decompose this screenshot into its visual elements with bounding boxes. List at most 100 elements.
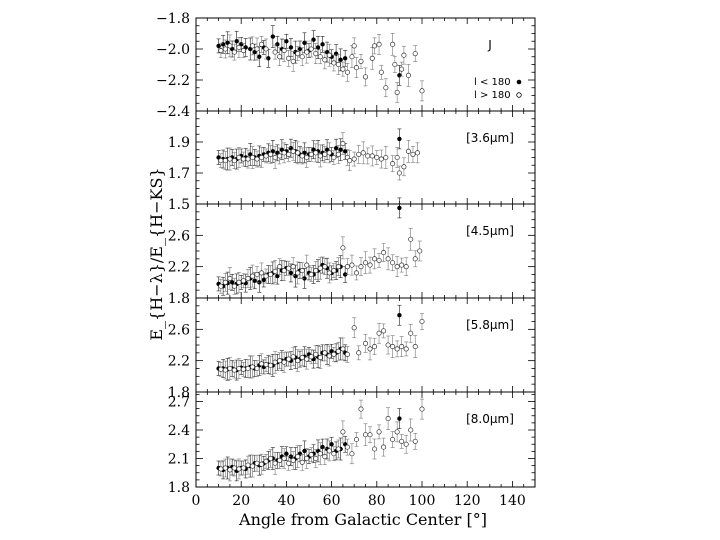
data-point-open: [308, 452, 314, 458]
data-point-open: [378, 156, 384, 162]
data-point-filled: [288, 270, 294, 276]
data-point-open: [272, 49, 278, 55]
data-point-open: [362, 340, 369, 346]
data-point-open: [331, 268, 337, 274]
data-point-open: [414, 150, 421, 156]
data-point-open: [360, 150, 366, 156]
data-point-open: [412, 344, 418, 350]
data-point-open: [263, 153, 269, 159]
data-point-open: [295, 150, 301, 156]
data-point-open: [410, 151, 416, 157]
data-point-open: [335, 348, 341, 354]
data-point-open: [313, 150, 319, 156]
data-point-open: [254, 365, 260, 372]
data-point-open: [272, 359, 278, 365]
data-point-open: [249, 43, 256, 49]
data-point-open: [390, 344, 396, 350]
data-point-open: [381, 328, 387, 334]
data-point-open: [399, 66, 405, 72]
y-axis-title: E_{H−λ}/E_{H−KS}: [147, 167, 166, 340]
data-point-open: [403, 346, 409, 352]
data-point-open: [367, 262, 373, 268]
data-point-open: [349, 262, 355, 268]
data-point-open: [390, 41, 396, 47]
data-point-open: [299, 459, 305, 465]
data-point-open: [304, 356, 310, 362]
panel-label: [3.6μm]: [466, 131, 514, 145]
data-point-filled: [229, 280, 235, 285]
data-point-open: [408, 427, 414, 433]
data-point-open: [394, 154, 400, 161]
data-point-open: [249, 273, 256, 279]
data-point-filled: [397, 416, 402, 421]
data-point-open: [419, 406, 425, 412]
data-point-open: [340, 245, 346, 251]
data-point-open: [358, 264, 364, 270]
data-point-open: [394, 346, 400, 352]
data-point-open: [340, 141, 346, 147]
data-point-open: [268, 362, 274, 368]
data-point-open: [383, 85, 389, 91]
data-point-filled: [234, 39, 239, 44]
data-point-open: [245, 365, 251, 372]
data-point-open: [286, 460, 292, 466]
data-point-open: [376, 41, 382, 47]
y-tick-label: 1.7: [168, 166, 190, 182]
data-point-open: [245, 275, 251, 281]
data-point-open: [351, 325, 357, 331]
legend-label-open: l > 180: [474, 90, 511, 101]
data-point-open: [376, 257, 382, 263]
data-point-open: [308, 151, 314, 157]
data-point-filled: [261, 277, 266, 283]
data-point-open: [401, 52, 407, 58]
data-point-open: [249, 463, 256, 469]
data-point-open: [369, 55, 375, 61]
data-point-open: [362, 260, 369, 266]
data-point-open: [245, 462, 251, 468]
data-point-open: [340, 66, 346, 72]
data-point-filled: [397, 313, 402, 318]
data-point-open: [394, 89, 400, 95]
x-tick-label: 140: [499, 493, 526, 509]
data-point-open: [403, 441, 409, 447]
series-open: [218, 398, 425, 482]
data-point-open: [218, 158, 224, 164]
data-point-open: [349, 451, 355, 457]
data-point-open: [419, 318, 425, 325]
data-point-filled: [302, 276, 307, 281]
y-tick-label: 1.8: [168, 480, 190, 496]
data-point-open: [272, 268, 278, 274]
data-point-open: [390, 161, 396, 167]
data-point-open: [295, 51, 301, 57]
data-point-open: [331, 451, 337, 457]
data-point-open: [412, 51, 418, 57]
data-point-open: [349, 54, 355, 60]
data-point-open: [396, 170, 402, 176]
data-point-open: [358, 406, 364, 412]
data-point-open: [272, 460, 278, 466]
panel-label: J: [487, 38, 492, 52]
data-point-filled: [275, 42, 280, 47]
data-point-open: [218, 283, 224, 289]
data-point-open: [383, 154, 389, 161]
data-point-open: [254, 271, 260, 278]
panel-2: 1.5 1.7 1.9 [3.6μm]: [168, 110, 536, 213]
data-point-open: [286, 356, 292, 362]
data-point-open: [385, 256, 391, 262]
data-point-open: [218, 466, 224, 472]
data-point-open: [326, 270, 332, 276]
data-point-open: [326, 353, 332, 359]
data-point-open: [290, 58, 296, 64]
data-point-open: [322, 57, 328, 63]
data-point-open: [412, 256, 418, 262]
data-point-open: [394, 429, 400, 435]
series-open: [218, 313, 425, 380]
panel-label: [4.5μm]: [466, 224, 514, 238]
y-tick-label: 2.4: [168, 423, 190, 439]
y-tick-label: 1.5: [168, 197, 190, 213]
series-open: [218, 227, 423, 295]
legend-label-filled: l < 180: [474, 77, 511, 88]
data-point-open: [231, 283, 237, 289]
data-point-open: [240, 156, 247, 162]
y-tick-label: 2.6: [168, 228, 190, 244]
